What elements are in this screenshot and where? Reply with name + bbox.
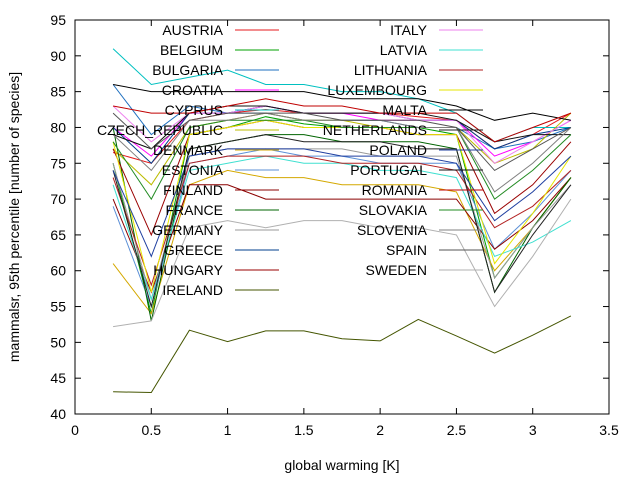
x-tick-label: 3.5 (599, 422, 619, 438)
plot-frame (74, 19, 610, 415)
legend-label: GREECE (164, 242, 223, 258)
x-axis-label: global warming [K] (284, 457, 399, 473)
y-tick-label: 55 (50, 299, 66, 315)
y-tick-label: 75 (50, 155, 66, 171)
legend-label: SLOVAKIA (359, 202, 428, 218)
y-axis-label: mammalsr, 95th percentile [number of spe… (6, 72, 22, 362)
series-line-romania (113, 98, 572, 143)
legend-label: BELGIUM (160, 42, 223, 58)
series-line-poland (112, 148, 572, 258)
series-line-slovakia (112, 119, 572, 201)
legend-label: CROATIA (162, 82, 224, 98)
y-tick-label: 85 (50, 84, 66, 100)
series-line-sweden (113, 198, 572, 328)
series-line-netherlands (112, 134, 572, 309)
y-tick-label: 70 (50, 191, 66, 207)
y-tick-label: 45 (50, 370, 66, 386)
series-lines-layer (112, 48, 572, 394)
legend-label: DENMARK (153, 142, 224, 158)
legend-label: SWEDEN (366, 262, 427, 278)
legend-label: LITHUANIA (354, 62, 428, 78)
legend-label: ESTONIA (162, 162, 224, 178)
legend-label: NETHERLANDS (323, 122, 427, 138)
legend-label: LUXEMBOURG (327, 82, 427, 98)
series-line-ireland (113, 315, 572, 394)
series-line-finland (112, 177, 572, 294)
y-tick-label: 65 (50, 227, 66, 243)
legend-label: PORTUGAL (350, 162, 427, 178)
x-tick-label: 1 (224, 422, 232, 438)
x-tick-label: 2.5 (447, 422, 467, 438)
legend-label: CYPRUS (165, 102, 223, 118)
legend-label: POLAND (369, 142, 427, 158)
y-tick-label: 90 (50, 48, 66, 64)
legend-label: FINLAND (163, 182, 223, 198)
legend: AUSTRIA BELGIUM BULGARIA CROATIA CYPRUS CZECH… (97, 22, 483, 298)
y-tick-label: 40 (50, 406, 66, 422)
series-line-spain (112, 112, 572, 172)
legend-label: SPAIN (386, 242, 427, 258)
legend-label: FRANCE (165, 202, 223, 218)
x-tick-label: 2 (376, 422, 384, 438)
y-tick-label: 60 (50, 263, 66, 279)
legend-label: CZECH_REPUBLIC (97, 122, 223, 138)
y-tick-label: 50 (50, 334, 66, 350)
legend-label: AUSTRIA (162, 22, 223, 38)
x-tick-label: 0 (71, 422, 79, 438)
legend-label: GERMANY (152, 222, 223, 238)
legend-label: IRELAND (162, 282, 223, 298)
y-tick-label: 95 (50, 12, 66, 28)
legend-label: ROMANIA (362, 182, 428, 198)
legend-label: MALTA (382, 102, 427, 118)
series-line-malta (113, 84, 571, 121)
legend-label: HUNGARY (153, 262, 223, 278)
legend-label: BULGARIA (152, 62, 223, 78)
legend-label: SLOVENIA (357, 222, 428, 238)
legend-label: ITALY (390, 22, 427, 38)
axis-ticks: 0 0.5 1 1.5 2 2.5 3 3.5 40 45 50 55 60 65 70 75 80 85 90 95 (50, 12, 619, 438)
x-tick-label: 0.5 (142, 422, 162, 438)
x-tick-label: 3 (529, 422, 537, 438)
series-line-lithuania (112, 155, 572, 287)
y-tick-label: 80 (50, 119, 66, 135)
legend-label: LATVIA (380, 42, 428, 58)
x-tick-label: 1.5 (294, 422, 314, 438)
